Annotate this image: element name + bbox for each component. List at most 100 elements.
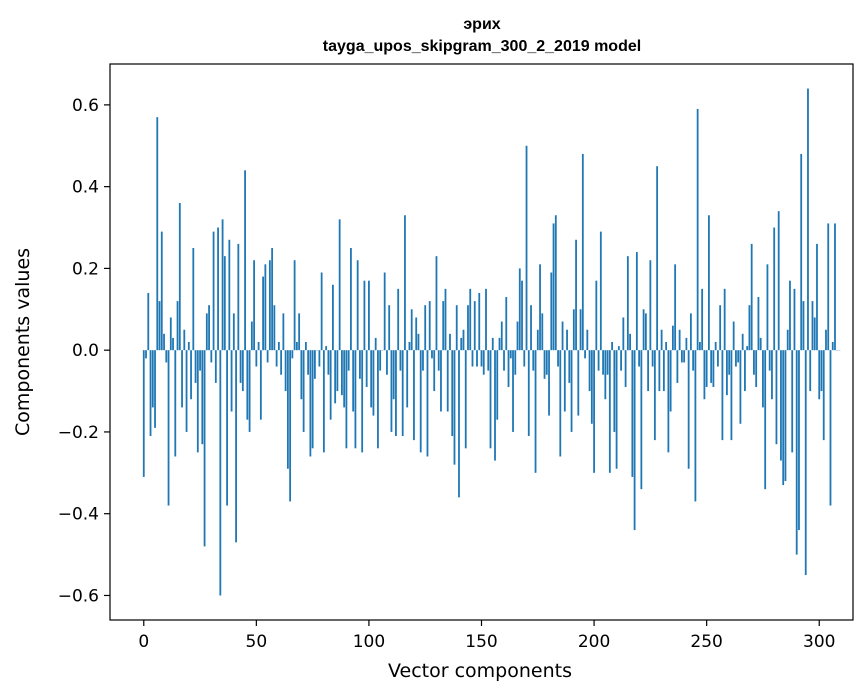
- bar: [617, 346, 620, 351]
- bar: [444, 288, 447, 351]
- bar: [730, 350, 733, 441]
- bar: [408, 342, 411, 351]
- bar: [613, 350, 616, 432]
- bar: [336, 350, 339, 392]
- bar: [798, 350, 800, 531]
- bar: [151, 350, 154, 408]
- bar: [187, 342, 190, 351]
- bar: [539, 264, 541, 351]
- bar: [732, 321, 735, 351]
- bar: [413, 350, 415, 441]
- bar: [160, 231, 163, 351]
- bar: [534, 350, 537, 473]
- bar: [397, 288, 400, 351]
- bar: [572, 309, 575, 351]
- bar: [800, 153, 803, 351]
- bar: [530, 305, 532, 351]
- bar: [383, 272, 386, 351]
- bar: [728, 350, 731, 375]
- bar: [604, 350, 607, 400]
- bar: [586, 329, 589, 351]
- bar: [577, 350, 580, 416]
- bar: [449, 333, 451, 351]
- bar: [185, 350, 188, 432]
- bar: [304, 342, 307, 351]
- bar: [719, 305, 722, 351]
- bar: [172, 337, 174, 351]
- bar: [597, 350, 600, 371]
- bar: [802, 301, 805, 351]
- bar: [793, 288, 796, 351]
- bar: [822, 350, 825, 441]
- bar: [192, 247, 195, 351]
- bar: [541, 313, 544, 351]
- bar: [631, 350, 634, 477]
- bar: [163, 333, 165, 351]
- bar: [554, 215, 557, 351]
- bar: [244, 170, 246, 351]
- bar: [638, 350, 641, 367]
- bar: [703, 350, 706, 400]
- bar: [458, 350, 460, 498]
- bar: [325, 346, 328, 351]
- bar: [350, 247, 352, 351]
- bar: [406, 350, 409, 408]
- bar: [489, 350, 492, 449]
- bar: [518, 268, 521, 351]
- bar: [570, 350, 573, 432]
- bar: [741, 333, 744, 351]
- x-tick-label: 100: [353, 632, 385, 652]
- bar: [320, 272, 323, 351]
- bar: [426, 350, 429, 457]
- bar: [602, 350, 604, 375]
- bar: [183, 329, 186, 351]
- bar: [246, 350, 249, 420]
- bar: [410, 309, 413, 351]
- bar: [644, 313, 647, 351]
- bar: [498, 337, 501, 351]
- bar: [158, 301, 161, 351]
- bar: [392, 350, 395, 400]
- bar: [237, 243, 240, 351]
- bar: [221, 219, 224, 351]
- bar: [228, 239, 231, 351]
- bar: [201, 350, 204, 445]
- bar: [248, 350, 251, 432]
- bar: [723, 288, 726, 351]
- chart-subtitle: tayga_upos_skipgram_300_2_2019 model: [323, 38, 641, 55]
- bar: [210, 350, 213, 363]
- bar: [622, 317, 625, 351]
- bar: [545, 350, 548, 375]
- bar: [689, 313, 692, 351]
- bar: [203, 350, 206, 547]
- bar: [293, 260, 296, 351]
- bar: [669, 350, 672, 412]
- bar: [482, 350, 485, 375]
- bar: [804, 350, 807, 576]
- y-tick-label: 0.0: [72, 341, 99, 361]
- bar: [809, 350, 812, 392]
- bar: [503, 350, 505, 371]
- bar: [284, 350, 287, 392]
- bar: [142, 350, 145, 477]
- bar: [223, 256, 226, 351]
- bar: [599, 231, 602, 351]
- bar: [512, 350, 514, 432]
- bar: [685, 337, 688, 351]
- bar: [196, 350, 199, 453]
- bar: [219, 350, 222, 596]
- bar: [532, 350, 535, 371]
- bar: [226, 350, 228, 506]
- bar: [834, 223, 836, 351]
- bar: [327, 350, 330, 375]
- bar: [257, 342, 260, 351]
- bar: [717, 350, 719, 367]
- bar: [687, 350, 690, 469]
- bar: [653, 350, 656, 441]
- bar: [829, 350, 832, 506]
- bar: [550, 272, 553, 351]
- bar: [329, 350, 332, 420]
- x-axis-label: Vector components: [388, 660, 572, 682]
- y-axis-ticks: −0.6 −0.4 −0.2 0.0 0.2 0.4 0.6: [58, 96, 110, 606]
